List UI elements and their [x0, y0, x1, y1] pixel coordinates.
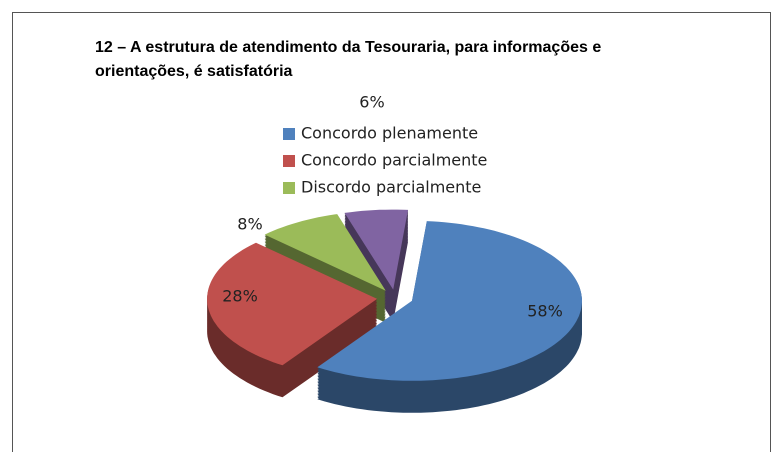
slice: [207, 242, 378, 366]
frame: [12, 12, 771, 452]
legend: Concordo plenamente Concordo parcialmente…: [283, 124, 487, 197]
legend-swatch: [283, 155, 295, 167]
data-label: 28%: [222, 287, 258, 306]
legend-swatch: [283, 182, 295, 194]
legend-swatch: [283, 128, 295, 140]
slice: [264, 214, 386, 291]
legend-label: Concordo plenamente: [301, 124, 478, 143]
legend-label: Discordo parcialmente: [301, 178, 481, 197]
slice: [317, 221, 582, 381]
slice: [344, 209, 408, 290]
data-label: 8%: [237, 215, 262, 234]
data-label: 58%: [527, 302, 563, 321]
legend-label: Concordo parcialmente: [301, 151, 487, 170]
data-label: 6%: [359, 93, 384, 112]
chart-title: 12 – A estrutura de atendimento da Tesou…: [95, 39, 602, 80]
pie: 58% 28% 8% 6%: [207, 93, 582, 413]
